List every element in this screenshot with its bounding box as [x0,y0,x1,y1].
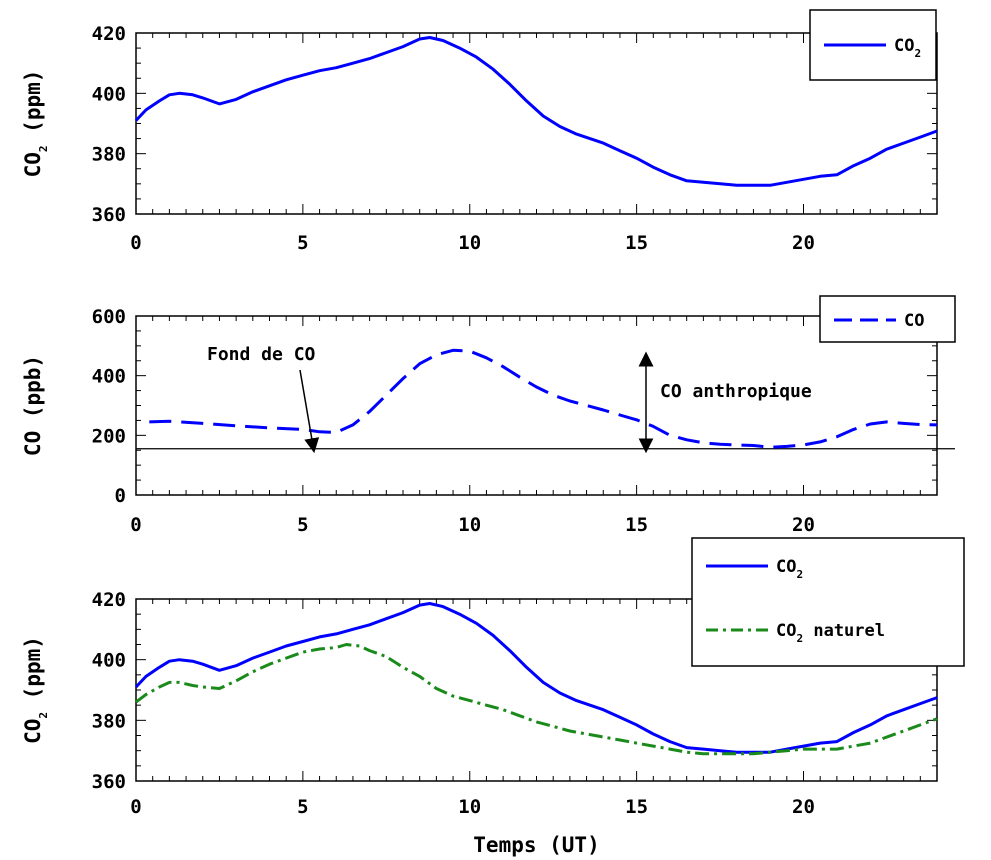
y-tick-label: 200 [92,425,126,447]
annotation-arrow [299,369,320,454]
legend-label-1: CO2 [776,557,803,581]
y-tick-label: 380 [92,710,126,732]
y-axis-title: CO2 (ppm) [21,70,50,178]
x-tick-label: 5 [297,232,308,254]
panel-3: 0 5 10 15 20 360 380 400 420 CO2 (ppm) Temps (UT) C… [21,537,965,857]
x-tick-label: 15 [625,796,648,818]
x-tick-label: 0 [130,232,141,254]
y-tick-label: 600 [92,306,126,328]
x-tick-label: 10 [458,232,481,254]
x-tick-label: 0 [130,514,141,536]
legend-box [691,537,965,667]
x-tick-label: 5 [297,796,308,818]
x-tick-label: 15 [625,232,648,254]
y-tick-label: 360 [92,204,126,226]
series-line-2 [135,643,938,756]
legend-label-1: CO2 [894,36,921,60]
y-tick-label: 420 [92,23,126,45]
annotation-co-anthropique: CO anthropique [660,381,812,402]
y-axis-title: CO2 (ppm) [21,636,50,744]
x-tick-label: 20 [792,514,815,536]
x-tick-label: 10 [458,514,481,536]
legend-label-2: CO2 naturel [776,621,885,645]
series-line-1 [149,348,938,449]
x-tick-label: 0 [130,796,141,818]
y-tick-label: 360 [92,771,126,793]
x-tick-label: 10 [458,796,481,818]
y-tick-label: 380 [92,144,126,166]
y-tick-label: 400 [92,650,126,672]
plot-frame [135,315,938,496]
y-tick-label: 400 [92,83,126,105]
x-axis-title: Temps (UT) [473,833,599,857]
annotation-fond-de-co: Fond de CO [207,344,316,365]
x-tick-label: 15 [625,514,648,536]
y-axis-title: CO (ppb) [21,355,45,456]
y-tick-label: 400 [92,366,126,388]
y-tick-label: 0 [115,485,126,507]
panel-1: 0 5 10 15 20 360 380 400 420 CO2 (ppm) CO2 [21,9,938,254]
x-tick-label: 5 [297,514,308,536]
y-tick-label: 420 [92,589,126,611]
x-tick-label: 20 [792,232,815,254]
x-tick-label: 20 [792,796,815,818]
series-line-1 [134,602,938,754]
legend-label-1: CO [904,311,924,331]
series-line-1 [134,36,938,187]
